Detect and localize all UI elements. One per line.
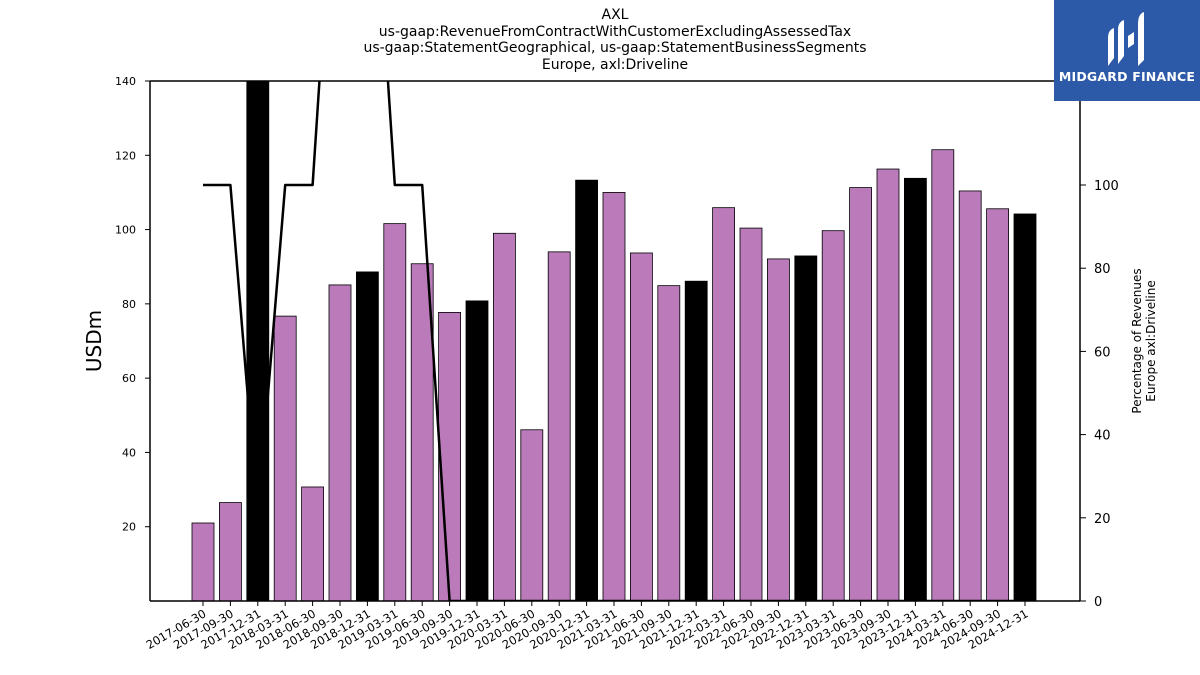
- bar: [684, 280, 708, 601]
- y-tick-label-right: 60: [1094, 345, 1111, 360]
- brand-logo: MIDGARD FINANCE: [1054, 0, 1200, 101]
- bar: [438, 311, 462, 601]
- chart-title-ticker: AXL: [601, 7, 629, 23]
- y-axis-label-right-line1: Percentage of Revenues: [1130, 268, 1144, 414]
- chart-title-members: Europe, axl:Driveline: [541, 57, 689, 73]
- chart-title-axes: us-gaap:StatementGeographical, us-gaap:S…: [363, 40, 867, 56]
- bar: [712, 207, 735, 601]
- bar: [657, 285, 681, 601]
- bar: [218, 502, 242, 601]
- y-tick-label-right: 40: [1094, 429, 1111, 444]
- bar: [767, 258, 790, 601]
- bar: [630, 252, 653, 601]
- y-axis-label-right-line2: Europe axl:Driveline: [1144, 280, 1158, 402]
- bar: [958, 190, 982, 601]
- y-tick-label-left: 20: [122, 521, 136, 534]
- y-tick-label-right: 20: [1094, 512, 1111, 527]
- bar: [355, 271, 379, 601]
- bar: [739, 227, 763, 601]
- bar: [547, 251, 571, 601]
- midgard-logo-icon: [1108, 12, 1144, 66]
- bar: [492, 232, 516, 601]
- chart-title-concept: us-gaap:RevenueFromContractWithCustomerE…: [378, 24, 852, 40]
- y-tick-label-right: 100: [1094, 179, 1119, 194]
- bar: [575, 179, 598, 601]
- y-tick-label-right: 80: [1094, 262, 1111, 277]
- bar: [931, 149, 955, 601]
- y-tick-label-left: 40: [122, 446, 136, 459]
- y-axis-label-left: USDm: [82, 309, 106, 373]
- bar: [301, 486, 325, 601]
- bar: [821, 230, 845, 601]
- y-tick-label-left: 60: [122, 372, 136, 385]
- bar: [849, 187, 872, 601]
- bar: [520, 429, 544, 601]
- bar: [876, 168, 900, 601]
- y-tick-label-left: 140: [115, 75, 136, 88]
- y-tick-label-left: 100: [115, 224, 136, 237]
- bar: [383, 223, 407, 601]
- bar: [794, 255, 818, 601]
- bar: [602, 192, 626, 601]
- y-tick-label-left: 80: [122, 298, 136, 311]
- bar: [465, 300, 489, 601]
- bars-layer: [191, 81, 1037, 601]
- bar: [986, 208, 1009, 601]
- logo-text: MIDGARD FINANCE: [1058, 69, 1196, 84]
- bar: [410, 263, 434, 601]
- bar: [273, 315, 297, 601]
- bar: [191, 522, 215, 601]
- bar: [328, 284, 352, 601]
- bar: [1013, 213, 1037, 601]
- y-tick-label-right: 0: [1094, 595, 1102, 610]
- bar: [904, 177, 927, 601]
- y-tick-label-left: 120: [115, 149, 136, 162]
- y-axis-label-right: Percentage of Revenues Europe axl:Drivel…: [1130, 268, 1158, 413]
